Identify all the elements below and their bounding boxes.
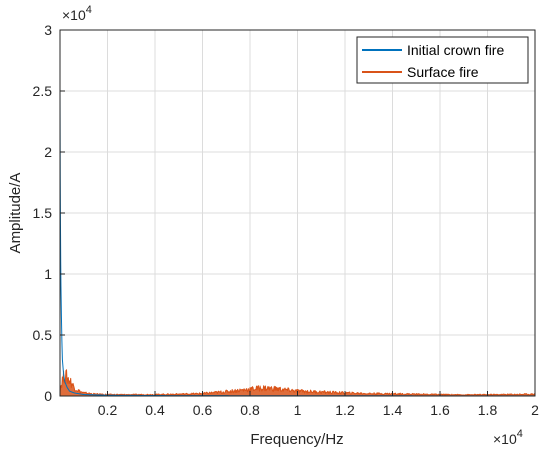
ticks (60, 29, 536, 397)
y-tick-label: 2.5 (33, 83, 53, 99)
x-tick-label: 1.6 (430, 402, 450, 418)
series-area-surface-fire (60, 369, 535, 396)
x-tick-label: 1.2 (335, 402, 355, 418)
x-tick-label: 0.8 (240, 402, 260, 418)
y-tick-label: 1 (44, 266, 52, 282)
y-axis-label: Amplitude/A (7, 173, 24, 254)
y-tick-label: 0 (44, 388, 52, 404)
x-axis-label: Frequency/Hz (250, 431, 343, 448)
y-tick-label: 3 (44, 22, 52, 38)
legend-label-initial-crown-fire: Initial crown fire (407, 42, 504, 58)
x-tick-label: 0.6 (193, 402, 213, 418)
tick-labels: 0.2 0.4 0.6 0.8 1 1.2 1.4 1.6 1.8 2 0 0.5 1 1.5 2 2.5 3 (33, 22, 540, 418)
x-tick-label: 0.2 (98, 402, 118, 418)
x-tick-label: 2 (531, 402, 539, 418)
y-exponent-label: ×104 (62, 4, 92, 23)
x-tick-label: 1.8 (478, 402, 498, 418)
x-exponent-label: ×104 (493, 428, 523, 447)
x-tick-label: 1.4 (383, 402, 403, 418)
y-tick-label: 0.5 (33, 327, 53, 343)
legend: Initial crown fire Surface fire (356, 36, 529, 84)
y-tick-label: 2 (44, 144, 52, 160)
x-tick-label: 1 (294, 402, 302, 418)
x-tick-label: 0.4 (145, 402, 165, 418)
legend-label-surface-fire: Surface fire (407, 64, 479, 80)
legend-box (356, 36, 529, 84)
y-tick-label: 1.5 (33, 205, 53, 221)
